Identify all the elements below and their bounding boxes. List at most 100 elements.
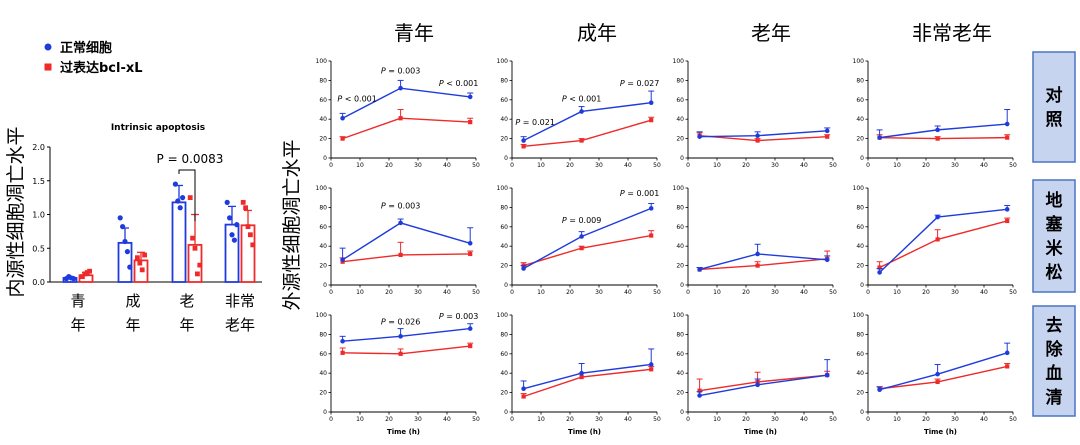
- panel-x-tick-label: 40: [980, 289, 988, 296]
- panel-x-tick-label: 10: [356, 162, 364, 169]
- data-point: [697, 388, 702, 393]
- panel-y-tick-label: 60: [319, 351, 327, 358]
- data-point: [697, 134, 702, 139]
- panel-y-tick-label: 60: [500, 224, 508, 231]
- panel-y-tick-label: 80: [319, 77, 327, 84]
- line-panel: 0 20 40 60 80 100 0 10 20 30 40 50 Time (h): [497, 312, 661, 436]
- panel-x-tick-label: 0: [866, 416, 870, 423]
- panel-y-tick-label: 0: [680, 155, 684, 162]
- data-point: [579, 109, 584, 114]
- bar-y-tick-label: 1.0: [32, 211, 45, 220]
- panel-y-tick-label: 100: [497, 185, 509, 192]
- panel-y-tick-label: 80: [500, 331, 508, 338]
- panel-y-tick-label: 20: [676, 390, 684, 397]
- panel-x-tick-label: 20: [385, 416, 393, 423]
- p-value-label: P = 0.027: [620, 79, 660, 88]
- bar-category-label: 老: [179, 292, 194, 310]
- series-line-normal: [699, 253, 828, 271]
- data-point: [579, 374, 584, 380]
- row-label-control: 对照: [1032, 51, 1076, 163]
- panel-x-tick-label: 20: [742, 289, 750, 296]
- bar-data-point: [224, 199, 230, 205]
- panel-x-tick-label: 0: [329, 162, 333, 169]
- panel-x-tick-label: 30: [951, 289, 959, 296]
- row-label-serum-removal: 去除血清: [1032, 305, 1076, 417]
- panel-y-tick-label: 100: [673, 58, 685, 65]
- column-header-very-old: 非常老年: [912, 21, 992, 45]
- bar-category-label: 青: [70, 292, 85, 310]
- data-point: [755, 251, 760, 257]
- legend-blue-marker: [44, 43, 52, 51]
- panel-y-tick-label: 20: [856, 390, 864, 397]
- panel-x-tick-label: 40: [980, 416, 988, 423]
- panel-y-tick-label: 0: [323, 155, 327, 162]
- bar-data-point: [177, 205, 183, 211]
- panel-x-axis-label: Time (h): [924, 428, 957, 436]
- bar-y-tick-label: 1.5: [32, 177, 45, 186]
- bar-y-tick-label: 2.0: [32, 143, 45, 152]
- panel-x-tick-label: 30: [951, 416, 959, 423]
- bar-category-label: 年: [70, 316, 85, 334]
- panel-y-tick-label: 20: [676, 263, 684, 270]
- panel-x-tick-label: 40: [800, 289, 808, 296]
- bar-data-point: [245, 224, 251, 230]
- column-header-old: 老年: [751, 21, 791, 45]
- bar-data-point: [71, 276, 77, 282]
- panel-x-tick-label: 40: [624, 162, 632, 169]
- grid-ytitle: 外源性细胞凋亡水平: [281, 139, 303, 310]
- panel-x-tick-label: 50: [653, 416, 661, 423]
- line-panel: 0 20 40 60 80 100 0 10 20 30 40 50: [673, 185, 837, 296]
- p-value-label: P < 0.001: [337, 95, 377, 104]
- data-point: [521, 144, 526, 149]
- panel-x-tick-label: 20: [922, 289, 930, 296]
- series-line-overexpress: [879, 220, 1008, 269]
- data-point: [824, 372, 830, 378]
- panel-y-tick-label: 80: [676, 77, 684, 84]
- data-point: [935, 136, 940, 141]
- data-point: [468, 343, 473, 349]
- bar-data-point: [229, 232, 235, 238]
- panel-x-tick-label: 10: [537, 289, 545, 296]
- bar-y-tick-label: 0.0: [32, 278, 45, 287]
- panel-x-tick-label: 50: [829, 162, 837, 169]
- p-value-label: P = 0.026: [381, 318, 421, 327]
- data-point: [1004, 207, 1010, 212]
- panel-x-tick-label: 40: [624, 289, 632, 296]
- data-point: [467, 94, 473, 100]
- bar-data-point: [250, 242, 256, 248]
- panel-x-tick-label: 50: [472, 289, 480, 296]
- panel-x-tick-label: 0: [686, 289, 690, 296]
- p-value-label: P = 0.003: [381, 67, 421, 76]
- bar-data-point: [172, 181, 178, 187]
- data-point: [340, 136, 345, 141]
- legend: 正常细胞 过表达bcl-xL: [44, 40, 143, 76]
- panel-y-tick-label: 40: [676, 116, 684, 123]
- data-point: [877, 265, 882, 270]
- panel-y-tick-label: 20: [319, 136, 327, 143]
- panel-x-tick-label: 50: [1009, 162, 1017, 169]
- panel-x-tick-label: 40: [980, 162, 988, 169]
- panel-y-tick-label: 60: [500, 351, 508, 358]
- panel-x-tick-label: 30: [414, 289, 422, 296]
- data-point: [877, 135, 882, 140]
- panel-y-tick-label: 100: [853, 185, 865, 192]
- series-line-normal: [342, 327, 471, 342]
- bar-significance-bracket: [178, 169, 196, 222]
- data-point: [649, 367, 654, 372]
- bar-data-point: [175, 198, 181, 204]
- legend-overexpress-label: 过表达bcl-xL: [60, 60, 143, 76]
- panel-y-tick-label: 60: [856, 97, 864, 104]
- data-point: [648, 206, 654, 211]
- panel-x-tick-label: 10: [893, 289, 901, 296]
- bar-data-point: [248, 232, 253, 238]
- line-panel: 0 20 40 60 80 100 0 10 20 30 40 50 Time (h): [853, 312, 1017, 436]
- panel-y-tick-label: 0: [323, 282, 327, 289]
- panel-x-tick-label: 40: [443, 416, 451, 423]
- panel-y-tick-label: 60: [676, 97, 684, 104]
- bar-chart-title: Intrinsic apoptosis: [111, 123, 205, 133]
- series-line-overexpress: [342, 253, 471, 263]
- data-point: [755, 263, 760, 268]
- panel-x-tick-label: 20: [742, 416, 750, 423]
- panel-y-tick-label: 20: [319, 263, 327, 270]
- data-point: [935, 214, 940, 220]
